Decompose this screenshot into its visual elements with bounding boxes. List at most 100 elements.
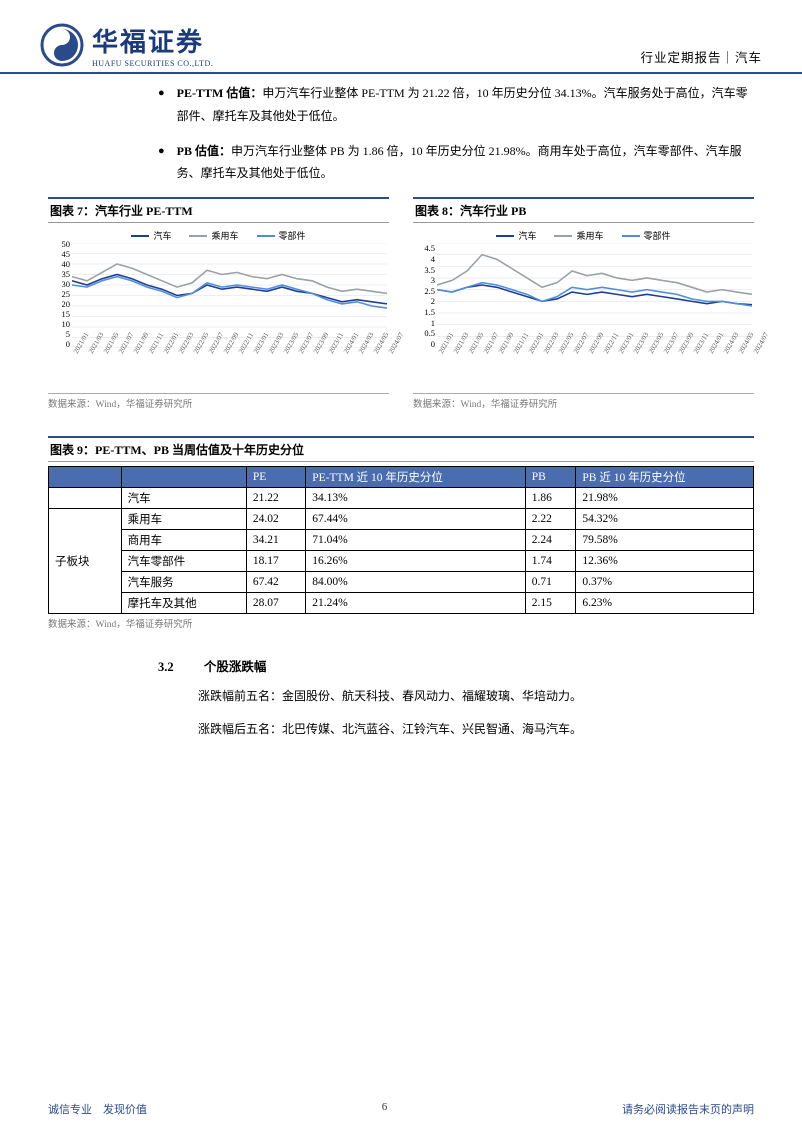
x-tick: 2021/11 [147, 351, 180, 370]
table-cell: 乘用车 [121, 509, 246, 530]
legend-swatch [131, 235, 149, 237]
y-tick: 1 [413, 318, 435, 328]
bullet-body: 申万汽车行业整体 PE-TTM 为 21.22 倍，10 年历史分位 34.13… [177, 86, 748, 123]
legend-swatch [257, 235, 275, 237]
legend-label: 乘用车 [576, 229, 603, 242]
y-tick: 30 [48, 279, 70, 289]
table-cell: 摩托车及其他 [121, 593, 246, 614]
chart7-legend: 汽车 乘用车 零部件 [48, 229, 389, 242]
x-tick: 2022/01 [162, 351, 195, 370]
legend-item: 乘用车 [554, 229, 603, 242]
chart7-y-axis: 05101520253035404550 [48, 243, 70, 349]
x-tick: 2022/11 [237, 351, 270, 370]
bullet-title: PE-TTM 估值： [177, 86, 263, 100]
table-header-cell [121, 467, 246, 488]
table-header-cell: PE [246, 467, 305, 488]
bullet-icon: ● [158, 141, 165, 162]
table-cell: 21.24% [306, 593, 526, 614]
table-cell: 71.04% [306, 530, 526, 551]
y-tick: 15 [48, 309, 70, 319]
series-line [72, 275, 387, 304]
y-tick: 5 [48, 329, 70, 339]
table-cell: 16.26% [306, 551, 526, 572]
table-cell: 79.58% [576, 530, 754, 551]
legend-label: 汽车 [153, 229, 171, 242]
legend-swatch [189, 235, 207, 237]
table-cell: 0.71 [525, 572, 576, 593]
series-line [72, 264, 387, 293]
page-content: ● PE-TTM 估值：申万汽车行业整体 PE-TTM 为 21.22 倍，10… [0, 74, 802, 741]
table-row: 汽车服务67.4284.00%0.710.37% [49, 572, 754, 593]
table-cell: 商用车 [121, 530, 246, 551]
y-tick: 50 [48, 239, 70, 249]
table-cell: 28.07 [246, 593, 305, 614]
x-tick: 2021/05 [102, 351, 135, 370]
table-cell: 67.42 [246, 572, 305, 593]
x-tick: 2022/07 [207, 351, 240, 370]
legend-label: 零部件 [279, 229, 306, 242]
y-tick: 2.5 [413, 286, 435, 296]
x-tick: 2024/01 [707, 351, 740, 370]
x-tick: 2024/03 [722, 351, 755, 370]
legend-label: 乘用车 [211, 229, 238, 242]
table-row: 汽车零部件18.1716.26%1.7412.36% [49, 551, 754, 572]
table-cell: 67.44% [306, 509, 526, 530]
chart8-source: 数据来源：Wind，华福证券研究所 [413, 393, 754, 410]
table-cell: 0.37% [576, 572, 754, 593]
table9-source: 数据来源：Wind，华福证券研究所 [48, 616, 754, 630]
x-tick: 2022/01 [527, 351, 560, 370]
x-tick: 2021/05 [467, 351, 500, 370]
section-para-top5: 涨跌幅前五名：金固股份、航天科技、春风动力、福耀玻璃、华培动力。 [198, 685, 754, 708]
page-footer: 诚信专业 发现价值 6 请务必阅读报告末页的声明 [0, 1101, 802, 1117]
x-tick: 2023/07 [297, 351, 330, 370]
chart8-y-axis: 00.511.522.533.544.5 [413, 243, 435, 349]
legend-item: 零部件 [622, 229, 671, 242]
y-tick: 4 [413, 254, 435, 264]
x-tick: 2023/05 [647, 351, 680, 370]
x-tick: 2023/09 [677, 351, 710, 370]
y-tick: 3 [413, 275, 435, 285]
table-header-cell: PB 近 10 年历史分位 [576, 467, 754, 488]
x-tick: 2021/11 [512, 351, 545, 370]
chart7: 图表 7：汽车行业 PE-TTM 汽车乘用车零部件 05101520253035… [48, 197, 389, 410]
x-tick: 2022/09 [222, 351, 255, 370]
x-tick: 2024/07 [752, 351, 785, 370]
chart7-plot: 汽车乘用车零部件 05101520253035404550 2021/01202… [48, 229, 389, 389]
chart8-plot: 汽车乘用车零部件 00.511.522.533.544.5 2021/01202… [413, 229, 754, 389]
x-tick: 2021/07 [117, 351, 150, 370]
brand-logo: 华福证券 HUAFU SECURITIES CO.,LTD. [40, 22, 213, 68]
x-tick: 2024/05 [372, 351, 405, 370]
table-row: 汽车21.2234.13%1.8621.98% [49, 488, 754, 509]
chart8-title: 图表 8：汽车行业 PB [413, 197, 754, 223]
bullet-body: 申万汽车行业整体 PB 为 1.86 倍，10 年历史分位 21.98%。商用车… [177, 144, 742, 181]
page-header: 华福证券 HUAFU SECURITIES CO.,LTD. 行业定期报告｜汽车 [0, 0, 802, 74]
page-number: 6 [382, 1101, 388, 1117]
legend-item: 汽车 [496, 229, 536, 242]
x-tick: 2023/01 [252, 351, 285, 370]
y-tick: 3.5 [413, 265, 435, 275]
table-cell: 汽车服务 [121, 572, 246, 593]
chart7-title: 图表 7：汽车行业 PE-TTM [48, 197, 389, 223]
table-header-cell: PB [525, 467, 576, 488]
x-tick: 2022/05 [557, 351, 590, 370]
table-cell: 18.17 [246, 551, 305, 572]
x-tick: 2023/05 [282, 351, 315, 370]
x-tick: 2022/05 [192, 351, 225, 370]
table-cell: 24.02 [246, 509, 305, 530]
x-tick: 2023/09 [312, 351, 345, 370]
table-header-cell [49, 467, 122, 488]
section-heading: 个股涨跌幅 [204, 660, 267, 674]
y-tick: 40 [48, 259, 70, 269]
x-tick: 2023/03 [632, 351, 665, 370]
table-cell: 2.24 [525, 530, 576, 551]
y-tick: 4.5 [413, 243, 435, 253]
x-tick: 2023/01 [617, 351, 650, 370]
bullet-pb: ● PB 估值：申万汽车行业整体 PB 为 1.86 倍，10 年历史分位 21… [158, 140, 754, 186]
charts-row: 图表 7：汽车行业 PE-TTM 汽车乘用车零部件 05101520253035… [48, 197, 754, 410]
table-row: 商用车34.2171.04%2.2479.58% [49, 530, 754, 551]
x-tick: 2022/03 [177, 351, 210, 370]
y-tick: 2 [413, 296, 435, 306]
table-cell: 6.23% [576, 593, 754, 614]
table-cell: 2.22 [525, 509, 576, 530]
bullet-pe-ttm: ● PE-TTM 估值：申万汽车行业整体 PE-TTM 为 21.22 倍，10… [158, 82, 754, 128]
